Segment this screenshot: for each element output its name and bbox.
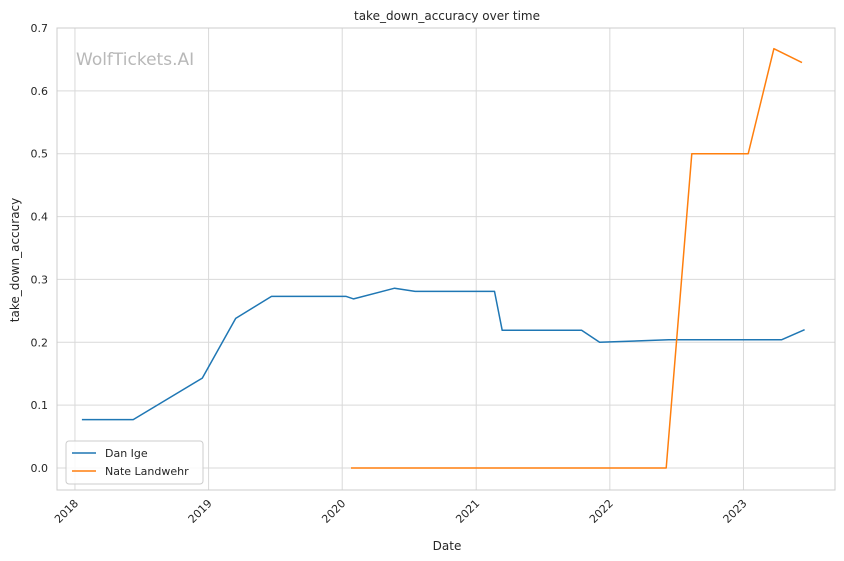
legend-label-dan-ige: Dan Ige [105, 447, 148, 460]
y-tick-label: 0.3 [31, 273, 49, 286]
x-axis-label: Date [433, 539, 462, 553]
plot-frame [56, 27, 836, 491]
y-tick-label: 0.6 [31, 85, 49, 98]
y-tick-label: 0.2 [31, 336, 49, 349]
y-tick-label: 0.5 [31, 148, 49, 161]
y-tick-label: 0.1 [31, 399, 49, 412]
legend: Dan Ige Nate Landwehr [65, 440, 204, 485]
y-axis-label: take_down_accuracy [8, 198, 22, 322]
series-line-nate-landwehr [351, 47, 803, 469]
legend-label-nate-landwehr: Nate Landwehr [105, 465, 189, 478]
chart-title: take_down_accuracy over time [354, 9, 540, 23]
watermark: WolfTickets.AI [76, 50, 194, 70]
legend-box [65, 440, 204, 485]
y-tick-label: 0.4 [31, 211, 49, 224]
series-layer [81, 47, 805, 469]
y-tick-label: 0.0 [31, 462, 49, 475]
y-tick-label: 0.7 [31, 22, 49, 35]
series-line-dan-ige [81, 287, 805, 421]
